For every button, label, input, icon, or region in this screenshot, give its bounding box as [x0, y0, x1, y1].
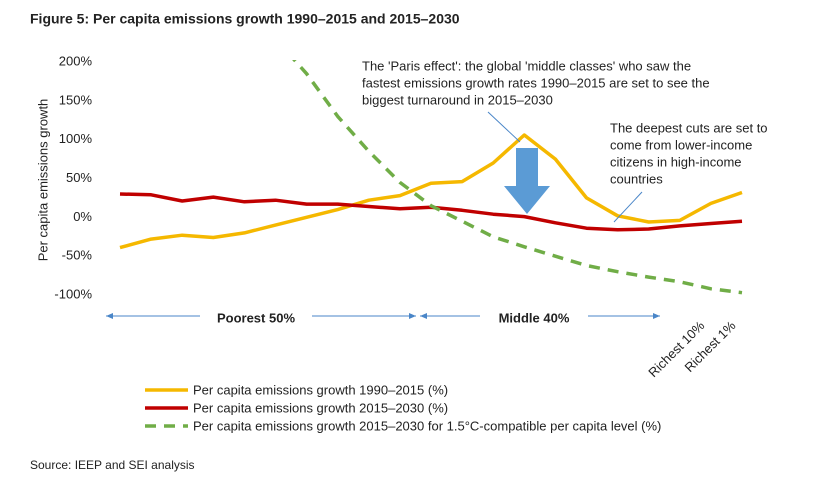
chart-title: Figure 5: Per capita emissions growth 19…: [30, 11, 460, 27]
y-axis-label: Per capita emissions growth: [35, 99, 50, 262]
annotation: citizens in high-income: [610, 154, 742, 169]
legend-label: Per capita emissions growth 2015–2030 (%…: [193, 400, 448, 415]
y-tick-label: -50%: [62, 248, 93, 263]
y-tick-label: -100%: [54, 286, 92, 301]
annotation: countries: [610, 171, 663, 186]
annotation: come from lower-income: [610, 137, 752, 152]
annotation: biggest turnaround in 2015–2030: [362, 92, 553, 107]
legend-label: Per capita emissions growth 1990–2015 (%…: [193, 382, 448, 397]
series-line: [119, 192, 743, 232]
callout-line: [487, 111, 521, 143]
series-line: [119, 133, 743, 250]
callout-line: [613, 191, 643, 223]
source: Source: IEEP and SEI analysis: [30, 458, 195, 472]
annotation: The deepest cuts are set to: [610, 120, 768, 135]
turnaround-arrow: [504, 148, 550, 214]
group-label: Poorest 50%: [217, 310, 295, 325]
y-tick-label: 0%: [73, 209, 92, 224]
group-label: Middle 40%: [499, 310, 570, 325]
legend-label: Per capita emissions growth 2015–2030 fo…: [193, 418, 661, 433]
annotation: The 'Paris effect': the global 'middle c…: [362, 58, 691, 73]
series-line: [292, 60, 743, 295]
annotation: fastest emissions growth rates 1990–2015…: [362, 75, 710, 90]
plot: [119, 60, 743, 295]
group-arrows: [106, 313, 660, 319]
y-tick-label: 200%: [59, 53, 93, 68]
y-tick-label: 150%: [59, 92, 93, 107]
y-tick-label: 50%: [66, 170, 92, 185]
y-tick-label: 100%: [59, 131, 93, 146]
